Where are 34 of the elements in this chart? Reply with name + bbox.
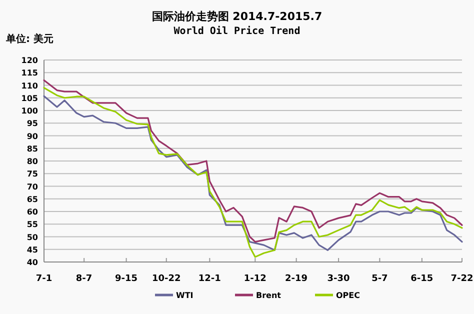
y-tick-label: 65 [26,194,38,204]
chart-subtitle: World Oil Price Trend [174,25,300,37]
x-tick-label: 7-22 [450,274,474,284]
legend-label: OPEC [336,291,360,300]
y-tick-label: 95 [26,119,38,128]
x-tick-label: 6-15 [410,274,434,284]
y-tick-label: 105 [21,94,38,103]
y-tick-label: 45 [26,245,38,254]
x-tick-label: 12-1 [198,274,221,284]
y-tick-label: 70 [26,182,38,192]
y-tick-label: 50 [26,232,38,242]
x-tick-label: 5-7 [372,274,388,284]
x-tick-label: 2-19 [285,274,308,284]
x-tick-label: 7-1 [36,274,52,284]
x-tick-label: 10-22 [152,274,181,284]
y-tick-label: 120 [21,56,38,65]
y-axis-title: 单位: 美元 [5,33,54,45]
y-tick-label: 85 [26,144,38,154]
y-tick-label: 115 [21,68,38,78]
legend-label: Brent [256,291,282,300]
y-tick-label: 40 [26,258,38,267]
y-tick-label: 75 [26,170,38,179]
y-tick-label: 110 [21,81,38,90]
legend-label: WTI [176,291,194,300]
y-tick-label: 90 [26,132,38,141]
y-tick-label: 100 [21,106,38,116]
y-tick-label: 55 [26,220,38,230]
x-tick-label: 1-12 [244,274,266,284]
chart-title: 国际油价走势图 2014.7-2015.7 [152,10,322,23]
y-tick-label: 60 [26,208,38,216]
x-tick-label: 3-30 [327,274,350,284]
y-tick-label: 80 [26,157,38,166]
x-tick-label: 8-7 [76,274,92,284]
x-tick-label: 9-15 [115,274,138,284]
